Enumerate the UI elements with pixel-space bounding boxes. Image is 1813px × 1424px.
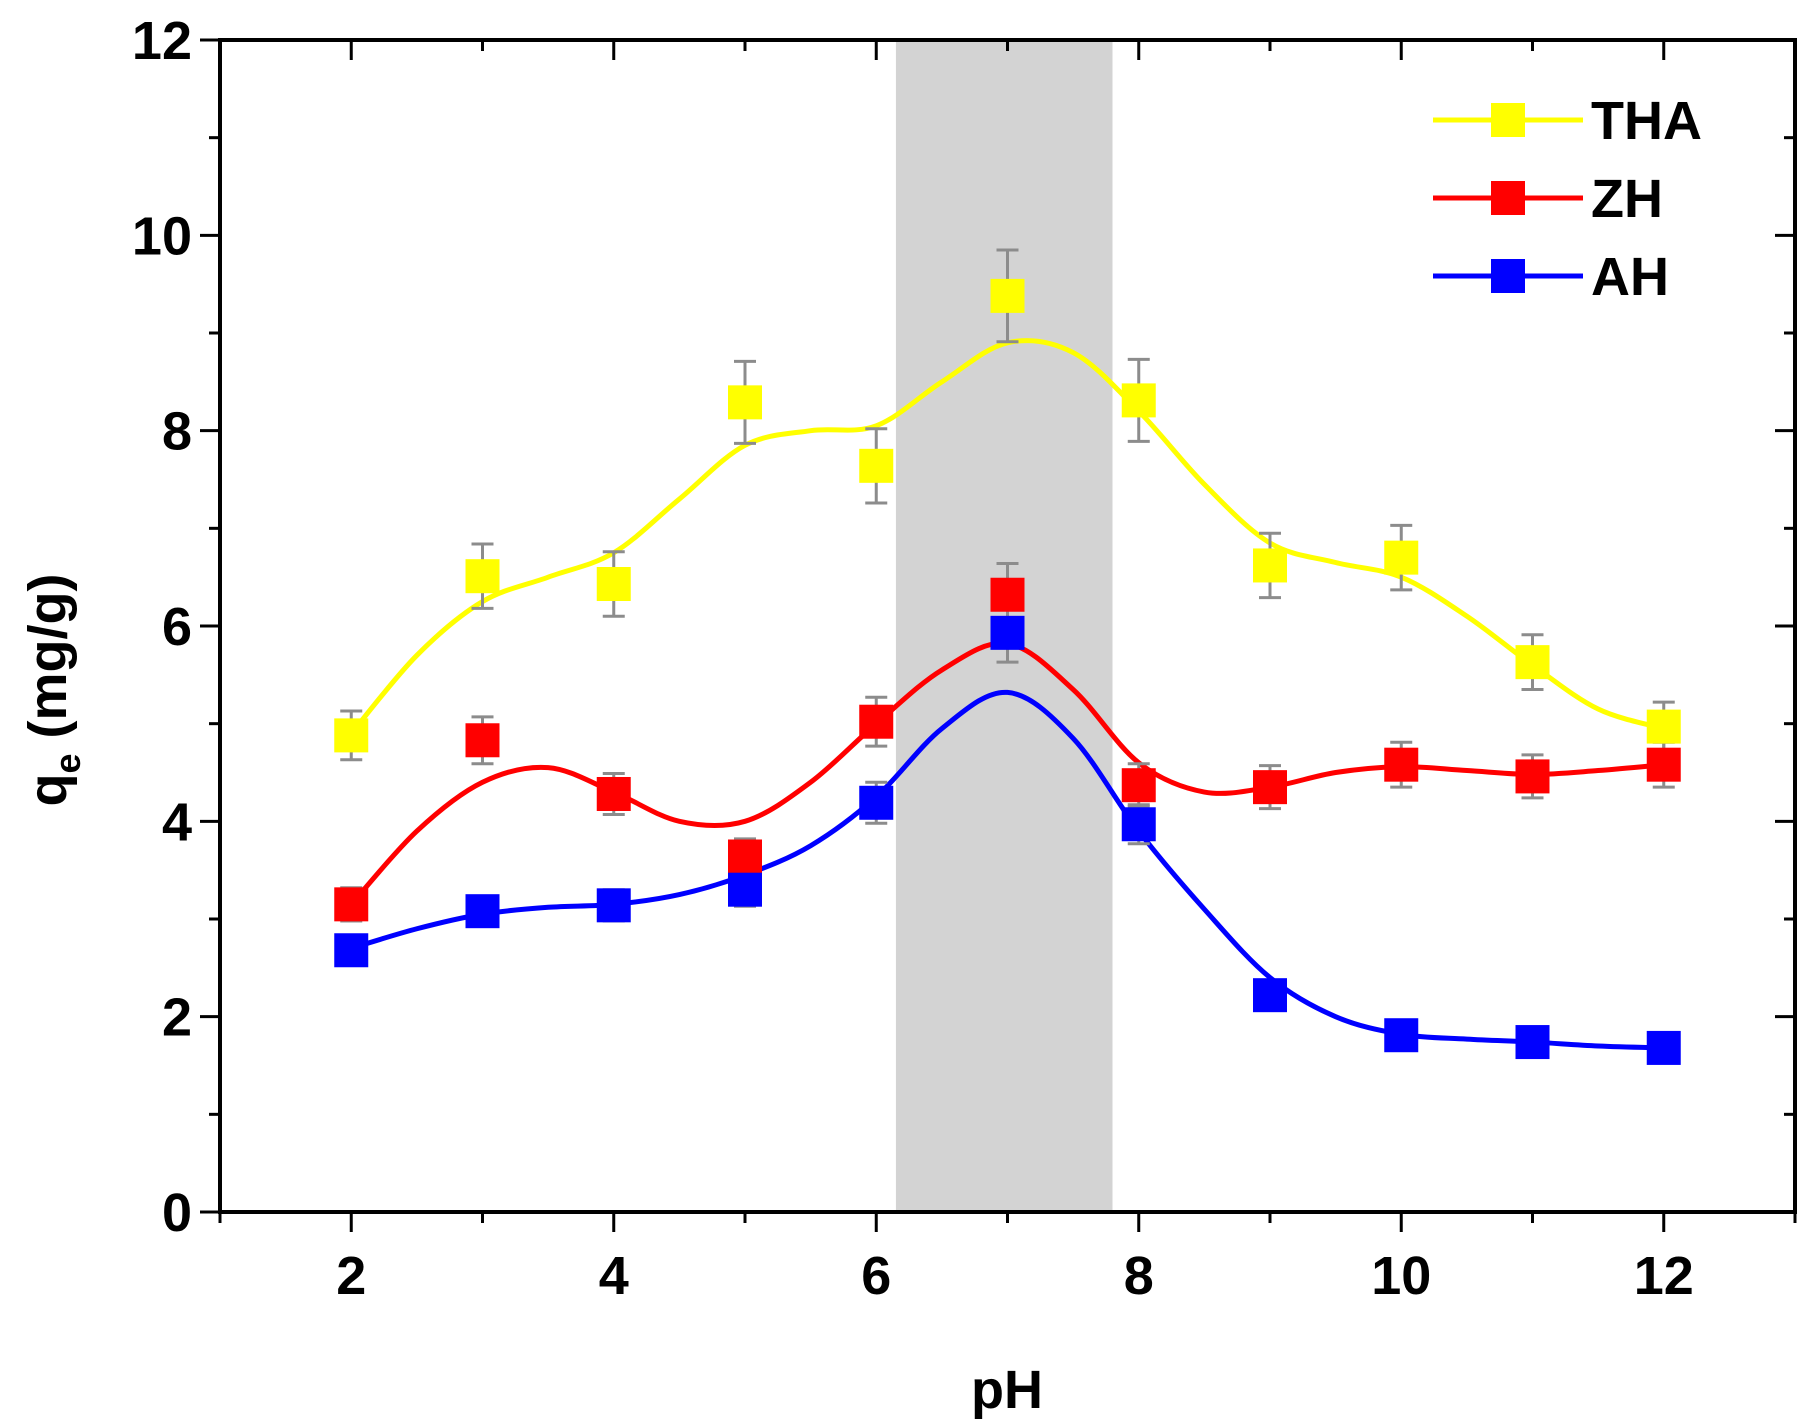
ah-data-point — [1646, 1030, 1681, 1065]
tha-legend-label: THA — [1591, 91, 1702, 151]
legend: THA ZH AH — [1433, 91, 1702, 307]
tha-data-point — [859, 448, 894, 483]
ah-data-point — [334, 933, 369, 968]
tha-data-point — [1384, 540, 1419, 575]
zh-data-point — [1121, 768, 1156, 803]
zh-data-point — [990, 577, 1025, 612]
zh-data-point — [334, 887, 369, 922]
tha-data-point — [1515, 645, 1550, 680]
zh-data-point — [1384, 747, 1419, 782]
y-axis-title-subscript: e — [47, 753, 88, 773]
zh-legend-label: ZH — [1591, 169, 1663, 229]
tha-data-point — [334, 718, 369, 753]
y-axis-title-unit: (mg/g) — [18, 574, 78, 754]
x-tick-label: 10 — [1371, 1246, 1431, 1306]
y-axis-title: qe (mg/g) — [18, 574, 88, 807]
zh-data-point — [1515, 759, 1550, 794]
y-tick-label: 6 — [162, 597, 192, 657]
tha-data-point — [1121, 383, 1156, 418]
zh-data-point — [465, 723, 500, 758]
x-tick-label: 6 — [861, 1246, 891, 1306]
zh-data-point — [728, 839, 762, 874]
tha-data-point — [1253, 548, 1287, 583]
tha-data-point — [465, 559, 500, 594]
y-tick-label: 8 — [162, 402, 192, 462]
x-tick-label: 2 — [336, 1246, 366, 1306]
y-tick-label: 0 — [162, 1183, 192, 1243]
zh-data-point — [1253, 770, 1287, 805]
tha-legend-marker — [1491, 103, 1525, 137]
zh-data-point — [859, 704, 894, 739]
ah-data-point — [465, 894, 500, 929]
x-tick-label: 4 — [599, 1246, 629, 1306]
y-tick-label: 10 — [132, 206, 192, 266]
ah-legend-marker — [1491, 259, 1525, 293]
y-axis-title-main: q — [18, 774, 78, 807]
zh-data-point — [1646, 747, 1681, 782]
axes-layer: 2 4 6 8 10 12 0 2 4 6 8 10 12 — [132, 11, 1797, 1306]
x-tick-label: 8 — [1124, 1246, 1154, 1306]
ah-data-point — [1384, 1018, 1419, 1053]
ah-legend-label: AH — [1591, 247, 1669, 307]
zh-legend-marker — [1491, 181, 1525, 215]
ah-data-point — [1515, 1025, 1550, 1060]
x-axis-title: pH — [971, 1360, 1043, 1420]
tha-data-point — [1646, 709, 1681, 744]
zh-data-point — [596, 776, 631, 811]
ah-data-point — [859, 785, 894, 820]
y-tick-label: 12 — [132, 11, 192, 71]
tha-data-point — [990, 278, 1025, 313]
tha-data-point — [728, 385, 762, 420]
ah-data-point — [728, 872, 762, 907]
ah-data-point — [1121, 807, 1156, 842]
y-tick-label: 2 — [162, 988, 192, 1048]
ah-data-point — [596, 888, 631, 923]
ah-data-point — [1253, 978, 1287, 1013]
ah-data-point — [990, 615, 1025, 650]
x-tick-label: 12 — [1634, 1246, 1694, 1306]
tha-data-point — [596, 567, 631, 602]
ah-fit-curve — [350, 689, 1664, 1051]
y-tick-label: 4 — [162, 792, 192, 852]
markers-layer — [334, 278, 1681, 1065]
